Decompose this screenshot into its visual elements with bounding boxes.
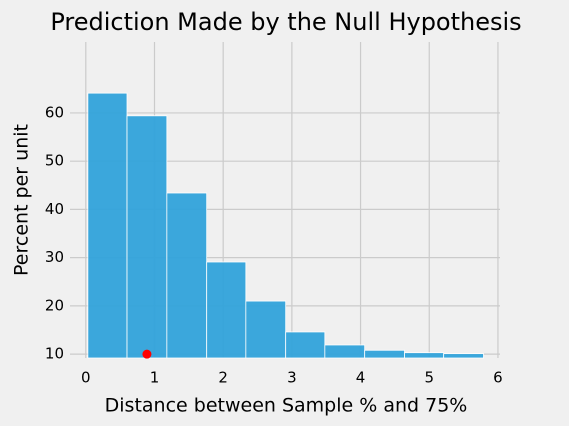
bar: [364, 349, 405, 359]
x-tick-label: 2: [218, 369, 228, 387]
bar: [404, 352, 445, 359]
bar: [245, 300, 287, 359]
y-tick-label: 30: [45, 248, 64, 266]
x-axis-label: Distance between Sample % and 75%: [105, 395, 468, 417]
bar: [443, 353, 484, 359]
x-tick-label: 1: [150, 369, 160, 387]
y-tick-label: 10: [45, 345, 64, 363]
bar: [285, 331, 326, 359]
y-axis-label: Percent per unit: [11, 124, 33, 276]
bar: [206, 261, 247, 359]
bar: [324, 344, 366, 359]
x-tick-label: 5: [424, 369, 434, 387]
y-tick-label: 50: [45, 152, 64, 170]
y-tick-label: 40: [45, 200, 64, 218]
x-tick-label: 6: [493, 369, 503, 387]
x-tick-label: 4: [356, 369, 366, 387]
bar: [166, 192, 208, 359]
chart-title: Prediction Made by the Null Hypothesis: [50, 8, 521, 36]
x-tick-label: 3: [287, 369, 297, 387]
y-tick-label: 60: [45, 103, 64, 121]
y-tick-label: 20: [45, 296, 64, 314]
point: [142, 349, 152, 359]
bar: [126, 115, 168, 359]
x-tick-label: 0: [81, 369, 91, 387]
bar: [87, 92, 128, 359]
